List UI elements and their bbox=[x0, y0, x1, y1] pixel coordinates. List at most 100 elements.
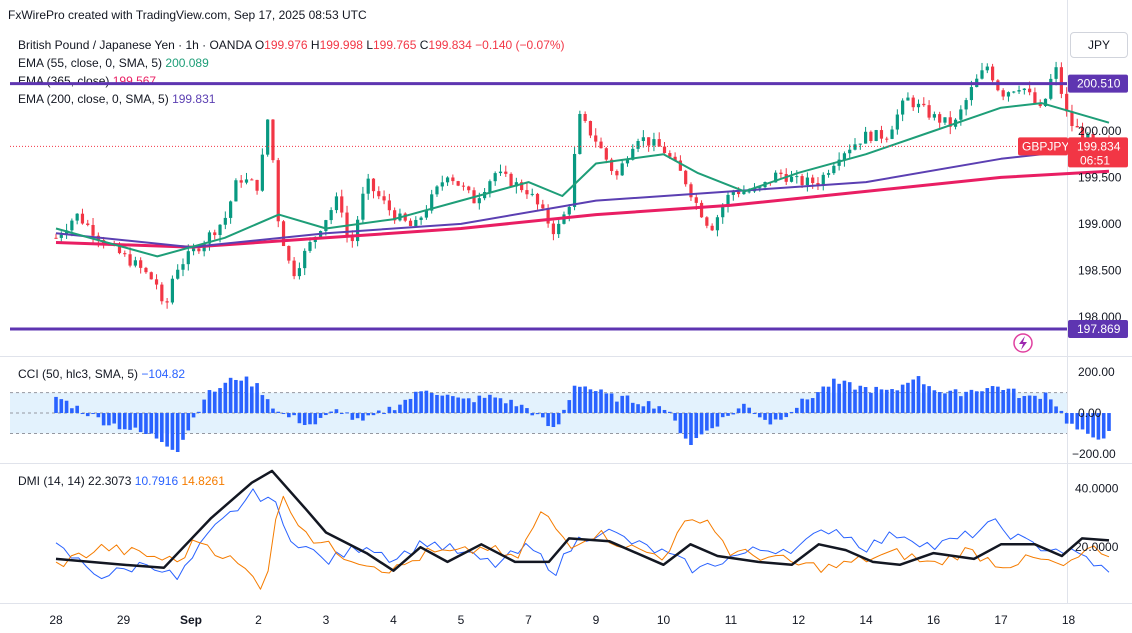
cci-value: −104.82 bbox=[141, 367, 186, 381]
candle-body bbox=[1028, 88, 1032, 93]
candle-body bbox=[64, 230, 69, 235]
candle-body bbox=[694, 197, 698, 203]
cci-bar bbox=[620, 395, 624, 414]
time-label: 4 bbox=[390, 613, 397, 627]
symbol-row[interactable]: British Pound / Japanese Yen · 1h · OAND… bbox=[18, 36, 565, 54]
low-label: L bbox=[366, 38, 373, 52]
cci-bar bbox=[763, 413, 767, 420]
cci-bar bbox=[149, 413, 154, 434]
cci-bar bbox=[678, 413, 683, 434]
price-tick: 198.500 bbox=[1078, 263, 1122, 277]
candle-body bbox=[1022, 88, 1026, 91]
cci-bar bbox=[837, 383, 841, 414]
cci-bar bbox=[752, 413, 757, 415]
ema55-legend[interactable]: EMA (55, close, 0, SMA, 5) 200.089 bbox=[18, 54, 565, 72]
time-label: 18 bbox=[1062, 613, 1076, 627]
cci-bar bbox=[482, 397, 487, 414]
candle-body bbox=[244, 179, 249, 183]
current-price-text: 199.834 bbox=[1077, 139, 1121, 153]
time-label: 12 bbox=[792, 613, 806, 627]
minus-di-value: 14.8261 bbox=[181, 474, 225, 488]
cci-legend[interactable]: CCI (50, hlc3, SMA, 5) −104.82 bbox=[18, 367, 185, 381]
support-price-label: 197.869 bbox=[1068, 319, 1128, 338]
candle-body bbox=[969, 87, 974, 101]
cci-bar bbox=[138, 413, 143, 433]
cci-bar bbox=[699, 413, 704, 435]
cci-bar bbox=[974, 391, 979, 414]
candle-body bbox=[821, 174, 825, 186]
candle-body bbox=[440, 182, 444, 187]
candle-body bbox=[541, 204, 545, 209]
time-label: Sep bbox=[180, 613, 202, 627]
time-label: 11 bbox=[725, 613, 738, 627]
candle-body bbox=[620, 163, 624, 176]
candle-body bbox=[1080, 127, 1085, 140]
cci-bar bbox=[911, 379, 916, 414]
candle-body bbox=[504, 171, 508, 174]
candle-body bbox=[271, 119, 275, 161]
candle-body bbox=[758, 187, 762, 189]
cci-bar bbox=[1033, 395, 1037, 414]
candle-body bbox=[287, 246, 291, 261]
cci-bar bbox=[207, 390, 212, 414]
ema200-legend[interactable]: EMA (200, close, 0, SMA, 5) 199.831 bbox=[18, 90, 565, 108]
cci-bar bbox=[424, 390, 429, 414]
cci-bar bbox=[429, 392, 434, 414]
dmi-legend[interactable]: DMI (14, 14) 22.3073 10.7916 14.8261 bbox=[18, 474, 225, 488]
ema365-line bbox=[55, 169, 1110, 249]
cci-bar bbox=[609, 393, 614, 414]
cci-bar bbox=[281, 413, 286, 415]
candle-body bbox=[927, 105, 931, 118]
time-label: 5 bbox=[458, 613, 465, 627]
cci-bar bbox=[318, 413, 323, 418]
candle-body bbox=[213, 232, 217, 236]
cci-bar bbox=[287, 413, 291, 418]
candle-body bbox=[805, 177, 809, 186]
candle-body bbox=[91, 224, 95, 236]
resistance-price-text: 200.510 bbox=[1077, 77, 1121, 91]
candle-body bbox=[710, 225, 714, 231]
cci-bar bbox=[1096, 413, 1101, 440]
candle-body bbox=[334, 196, 339, 211]
candle-body bbox=[1070, 111, 1074, 127]
cci-bar bbox=[345, 412, 349, 414]
candle-body bbox=[297, 268, 302, 277]
candle-body bbox=[382, 196, 386, 201]
ema55-value: 200.089 bbox=[165, 56, 209, 70]
candle-body bbox=[371, 178, 376, 192]
cci-tick: 200.00 bbox=[1078, 365, 1115, 379]
price-tick: 199.000 bbox=[1078, 217, 1122, 231]
cci-bar bbox=[244, 376, 249, 414]
candle-body bbox=[1065, 93, 1069, 112]
candle-body bbox=[906, 97, 910, 101]
candle-body bbox=[1091, 134, 1095, 139]
cci-bar bbox=[710, 413, 714, 429]
candle-body bbox=[800, 176, 804, 186]
cci-bar bbox=[419, 391, 423, 414]
high-value: 199.998 bbox=[319, 38, 363, 52]
lightning-icon[interactable] bbox=[1013, 333, 1033, 353]
cci-bar bbox=[414, 391, 418, 414]
candle-body bbox=[673, 156, 677, 161]
cci-bar bbox=[525, 408, 529, 414]
cci-bar bbox=[54, 396, 58, 414]
candle-body bbox=[329, 210, 333, 221]
cci-bar bbox=[578, 386, 582, 414]
candle-body bbox=[445, 177, 450, 183]
cci-bar bbox=[715, 413, 720, 427]
cci-bar bbox=[503, 403, 508, 414]
cci-bar bbox=[805, 399, 810, 414]
candle-body bbox=[414, 219, 418, 226]
cci-bar bbox=[625, 395, 630, 414]
cci-bar bbox=[260, 395, 265, 414]
currency-selector[interactable]: JPY bbox=[1070, 32, 1128, 58]
candle-body bbox=[641, 137, 645, 142]
cci-bar bbox=[461, 398, 466, 414]
cci-bar bbox=[535, 413, 540, 415]
candle-body bbox=[139, 260, 143, 268]
cci-bar bbox=[1091, 413, 1095, 438]
candle-body bbox=[250, 179, 254, 181]
candle-body bbox=[1001, 90, 1005, 97]
cci-bar bbox=[662, 409, 667, 414]
